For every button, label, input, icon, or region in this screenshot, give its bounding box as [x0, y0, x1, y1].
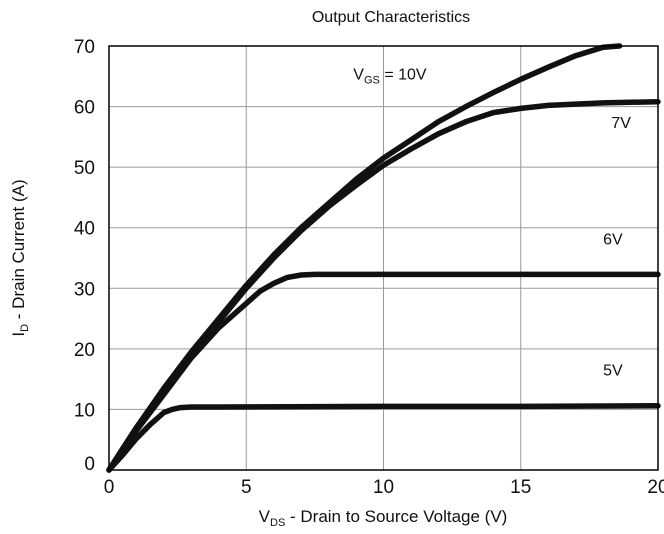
- x-tick-labels: 0 5 10 15 20: [104, 477, 664, 498]
- y-axis-label-sub: D: [19, 324, 31, 332]
- x-axis-label-sub: DS: [270, 517, 285, 529]
- series-layer: [106, 43, 661, 473]
- x-axis-label-main: V: [259, 507, 271, 526]
- series-annotations: VGS = 10V 7V 6V 5V: [353, 66, 631, 379]
- series-label-main: 5V: [603, 363, 623, 380]
- series-line: [106, 403, 661, 473]
- series-label: 7V: [611, 115, 631, 132]
- x-axis-label: VDS - Drain to Source Voltage (V): [259, 507, 508, 529]
- y-axis-label-rest: - Drain Current (A): [9, 179, 28, 324]
- x-tick-label: 5: [241, 477, 252, 498]
- series-label: 6V: [603, 232, 623, 249]
- x-tick-label: 0: [104, 477, 115, 498]
- y-axis-label-main: I: [9, 332, 28, 337]
- series-label: VGS = 10V: [353, 66, 427, 86]
- series-label-rest: = 10V: [380, 66, 427, 83]
- chart-title: Output Characteristics: [312, 9, 470, 26]
- plot-area-border: [108, 45, 659, 471]
- x-axis-label-rest: - Drain to Source Voltage (V): [285, 507, 507, 526]
- x-tick-label: 10: [373, 477, 394, 498]
- y-tick-label: 40: [74, 219, 95, 240]
- series-line: [106, 271, 661, 473]
- y-tick-label: 50: [74, 158, 95, 179]
- y-tick-label: 20: [74, 340, 95, 361]
- y-tick-label: 70: [74, 37, 95, 58]
- series-label-main: V: [353, 66, 364, 83]
- series-label-sub: GS: [364, 74, 380, 86]
- y-tick-label: 10: [74, 400, 95, 421]
- x-tick-label: 15: [510, 477, 531, 498]
- series-label: 5V: [603, 363, 623, 380]
- y-tick-label: 60: [74, 98, 95, 119]
- y-tick-label: 30: [74, 279, 95, 300]
- series-label-main: 7V: [611, 115, 631, 132]
- x-tick-label: 20: [647, 477, 664, 498]
- y-tick-labels: 0 10 20 30 40 50 60 70: [74, 37, 95, 475]
- y-tick-label: 0: [84, 454, 95, 475]
- series-label-main: 6V: [603, 232, 623, 249]
- y-axis-label: ID - Drain Current (A): [9, 179, 31, 336]
